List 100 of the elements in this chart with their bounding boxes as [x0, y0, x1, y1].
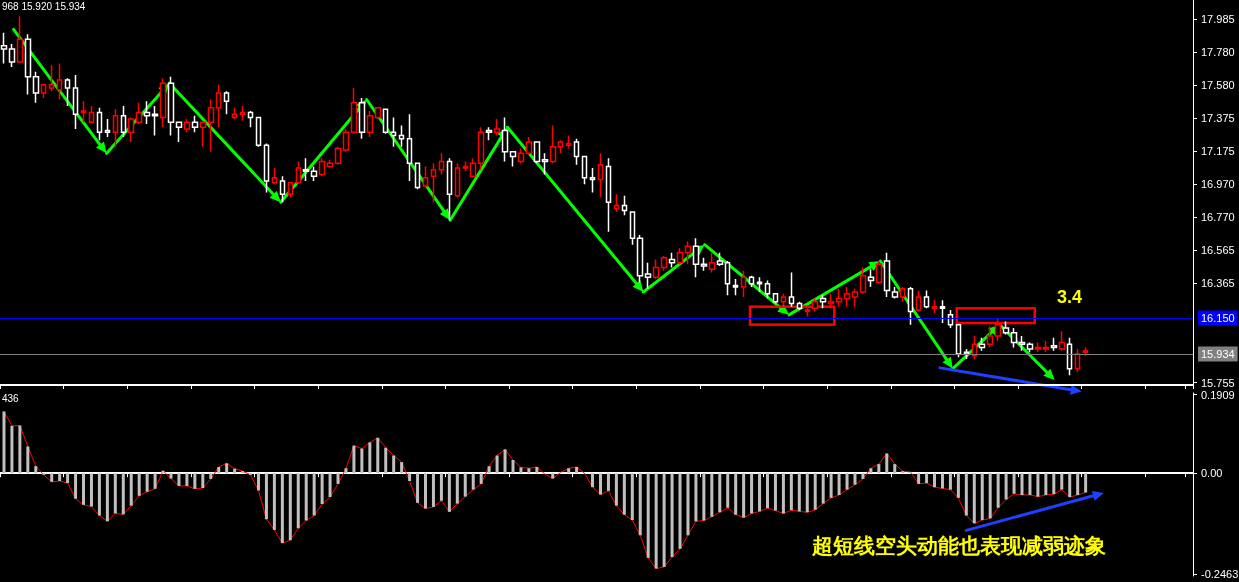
ref-line-label: 16.150 — [1201, 312, 1235, 325]
bar — [964, 473, 968, 516]
candlestick — [923, 289, 930, 310]
candlestick — [342, 128, 350, 153]
bar — [535, 467, 539, 474]
candlestick — [183, 118, 191, 133]
bar — [933, 473, 937, 488]
bar — [256, 473, 260, 491]
bar — [137, 473, 141, 496]
bar — [74, 473, 78, 499]
bar — [113, 473, 117, 514]
candlestick — [1034, 341, 1042, 354]
candlestick — [629, 211, 636, 246]
candlestick — [796, 301, 803, 311]
candlestick — [700, 257, 708, 272]
candlestick — [493, 118, 501, 137]
bar — [893, 464, 897, 474]
candlestick — [994, 317, 1002, 342]
bar — [845, 473, 849, 490]
bar — [312, 473, 316, 516]
bar — [89, 473, 93, 507]
bar — [829, 473, 833, 498]
candlestick — [334, 146, 342, 166]
bar — [797, 473, 801, 512]
bar — [766, 473, 769, 509]
bar — [50, 473, 54, 482]
candlestick — [1082, 346, 1089, 357]
bar — [606, 473, 610, 491]
bar — [622, 473, 626, 515]
bar — [201, 473, 205, 488]
bar — [503, 449, 507, 474]
bar — [487, 466, 491, 474]
candlestick — [398, 124, 405, 148]
candlestick — [120, 105, 127, 138]
candlestick — [167, 75, 175, 137]
candlestick — [859, 266, 867, 295]
candlestick — [199, 121, 207, 148]
bar — [718, 473, 722, 513]
candlestick — [175, 121, 183, 143]
bar — [1076, 473, 1080, 495]
candlestick — [477, 126, 485, 171]
candlestick — [56, 62, 63, 101]
candlestick — [971, 335, 978, 360]
bar — [980, 473, 984, 521]
candlestick — [557, 139, 564, 155]
bar — [551, 473, 555, 479]
bar — [948, 473, 952, 490]
candlestick — [525, 136, 533, 156]
bar — [662, 473, 666, 567]
bar — [654, 473, 658, 569]
candlestick — [24, 33, 32, 96]
bar — [519, 467, 523, 474]
candlestick — [613, 193, 620, 213]
bar — [686, 473, 690, 536]
bar — [392, 455, 396, 474]
candlestick — [80, 100, 87, 124]
bar — [82, 473, 86, 505]
bar — [1052, 473, 1056, 495]
bar — [925, 473, 929, 484]
bar — [1020, 473, 1024, 495]
bar — [376, 437, 380, 474]
candlestick — [104, 118, 111, 138]
bar — [813, 473, 817, 510]
candlestick — [287, 181, 294, 199]
bar — [1028, 473, 1032, 495]
candlestick — [374, 106, 382, 120]
ref-line-label: 15.934 — [1201, 348, 1235, 360]
y-tick-label: 15.755 — [1201, 376, 1235, 389]
annotation: 436 — [2, 392, 20, 404]
candlestick — [636, 234, 644, 283]
bar — [177, 473, 181, 486]
annotation: 968 15.920 15.934 — [2, 0, 86, 12]
candlestick — [318, 157, 326, 177]
bar — [129, 473, 133, 506]
bar — [241, 471, 245, 474]
candlestick — [8, 43, 16, 68]
bar — [495, 455, 499, 474]
bar — [153, 473, 157, 489]
bar — [360, 448, 364, 474]
bar — [917, 473, 921, 484]
candlestick — [509, 150, 517, 168]
bar — [58, 473, 62, 481]
candlestick — [875, 260, 883, 285]
y-tick-label: 17.175 — [1201, 144, 1235, 157]
bar — [1036, 473, 1040, 497]
candlestick — [788, 271, 795, 308]
candlestick — [780, 292, 787, 306]
bar — [304, 473, 308, 521]
candlestick — [390, 116, 397, 148]
candlestick — [1042, 340, 1050, 354]
candlestick — [469, 157, 477, 179]
bar — [288, 473, 292, 541]
bar — [670, 473, 674, 558]
candlestick — [748, 274, 755, 288]
candlestick — [438, 152, 445, 176]
y-tick-label: 16.970 — [1201, 178, 1235, 191]
bar — [734, 473, 738, 515]
y-tick-label: 0.00 — [1201, 467, 1223, 480]
candlestick — [223, 90, 230, 115]
candlestick — [804, 307, 811, 318]
